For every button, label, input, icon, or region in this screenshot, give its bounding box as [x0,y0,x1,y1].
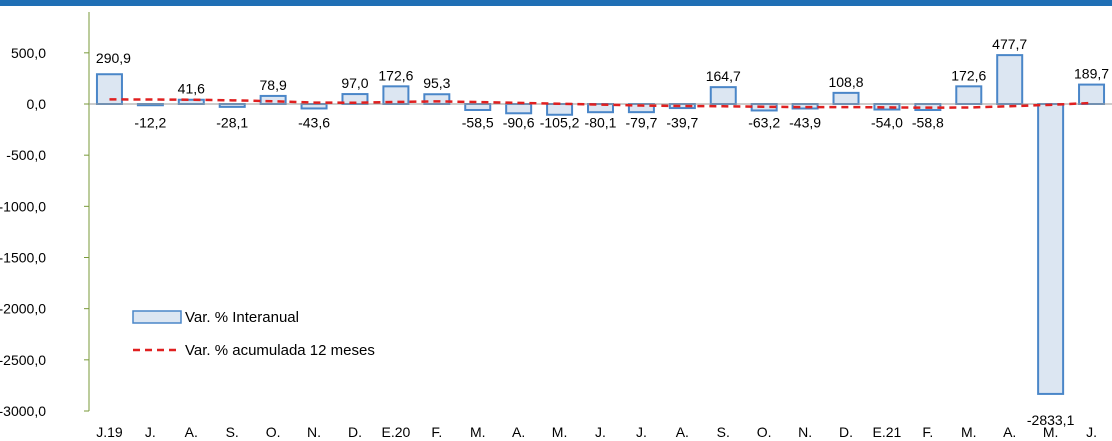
x-tick-label: N. [307,424,321,440]
bar [505,103,533,115]
data-label: -79,7 [625,114,657,130]
data-labels: 290,9 -12,2 41,6 -28,1 78,9 -43,6 97,0 172,6 95,… [96,36,1109,428]
legend-bar-label: Var. % Interanual [185,309,299,326]
legend-bar-swatch [132,310,182,324]
x-tick-label: D. [839,424,853,440]
bar [546,103,574,116]
y-tick-label: -3000,0 [0,403,46,419]
x-tick-label: O. [266,424,281,440]
data-label: -43,9 [789,114,821,130]
x-tick-label: F. [431,424,442,440]
x-tick-label: J.19 [96,424,123,440]
x-tick-label: S. [226,424,239,440]
bar [259,94,287,106]
x-axis: J.19 J. A. S. O. N. D. E.20 F. M. A. M. J. J. A. S. O. N.… [96,424,1097,440]
bar [300,103,328,110]
data-label: 78,9 [260,77,287,93]
legend-line-label: Var. % acumulada 12 meses [185,342,375,359]
x-tick-label: A. [512,424,525,440]
data-label: 95,3 [423,75,450,91]
y-tick-label: 0,0 [27,96,47,112]
y-tick-label: -1500,0 [0,250,46,266]
bar [955,85,983,105]
data-label: 97,0 [341,75,368,91]
x-tick-label: E.20 [381,424,410,440]
x-tick-label: M. [961,424,977,440]
bar [709,86,737,105]
data-label: -28,1 [216,114,248,130]
x-tick-label: J. [145,424,156,440]
data-label: -58,8 [912,114,944,130]
x-tick-label: A. [185,424,198,440]
x-tick-label: D. [348,424,362,440]
data-label: 172,6 [951,67,986,83]
line-series-path [109,98,1092,109]
data-label: -39,7 [666,114,698,130]
x-tick-label: O. [757,424,772,440]
bar [1037,103,1065,395]
data-label: -58,5 [462,114,494,130]
x-tick-label: M. [1043,424,1059,440]
x-tick-label: A. [1003,424,1016,440]
x-tick-label: E.21 [873,424,902,440]
data-label: 290,9 [96,50,131,66]
x-tick-label: F. [922,424,933,440]
data-label: 477,7 [992,36,1027,52]
data-label: 41,6 [178,81,205,97]
data-label: 164,7 [706,68,741,84]
data-label: 108,8 [828,74,863,90]
x-tick-label: A. [676,424,689,440]
y-tick-label: -1000,0 [0,198,46,214]
y-tick-label: -2000,0 [0,301,46,317]
bar [464,103,492,111]
bar-series [89,54,1112,395]
y-tick-label: -500,0 [6,147,46,163]
x-tick-label: J. [595,424,606,440]
x-tick-label: M. [470,424,486,440]
data-label: -63,2 [748,114,780,130]
x-tick-label: S. [717,424,730,440]
y-axis: 500,0 0,0 -500,0 -1000,0 -1500,0 -2000,0 -2500… [0,12,90,419]
data-label: -80,1 [585,114,617,130]
data-label: -105,2 [540,114,580,130]
y-tick-label: 500,0 [11,45,46,61]
data-label: 189,7 [1074,66,1109,82]
data-label: -90,6 [503,114,535,130]
x-tick-label: J. [1086,424,1097,440]
x-tick-label: J. [636,424,647,440]
x-tick-label: N. [798,424,812,440]
line-series [109,98,1092,109]
legend: Var. % Interanual Var. % acumulada 12 me… [132,309,375,359]
x-tick-label: M. [552,424,568,440]
data-label: 172,6 [378,67,413,83]
data-label: -43,6 [298,114,330,130]
header-bar [0,0,1112,6]
data-label: -2833,1 [1027,412,1075,428]
data-label: -54,0 [871,114,903,130]
y-tick-label: -2500,0 [0,352,46,368]
bar [1078,83,1106,105]
data-label: -12,2 [134,114,166,130]
bar [996,54,1024,105]
bar [832,91,860,106]
